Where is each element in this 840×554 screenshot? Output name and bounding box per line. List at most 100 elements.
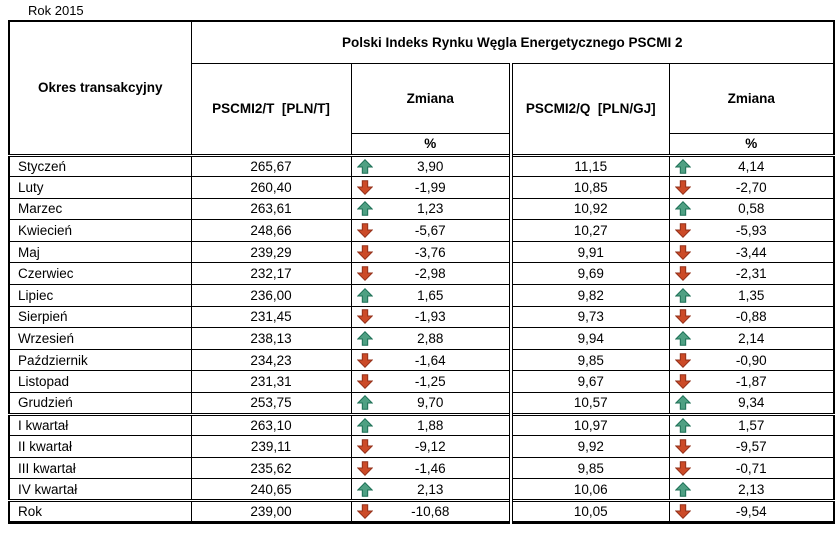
table-row: IV kwartał 240,65 2,13 10,06 2,13 — [8, 478, 835, 501]
pscmi-q-value: 10,92 — [509, 197, 670, 221]
pscmi-t-value: 231,45 — [190, 305, 352, 329]
table-row: II kwartał 239,11 -9,12 9,92 -9,57 — [8, 435, 835, 458]
pscmi-t-value: 231,31 — [190, 370, 352, 394]
change-q-cell: -0,88 — [668, 305, 835, 329]
table-row: Maj 239,29 -3,76 9,91 -3,44 — [8, 240, 835, 264]
change-q-cell: -9,57 — [668, 435, 835, 458]
arrow-down-icon — [356, 180, 373, 195]
change-t-cell: 2,13 — [350, 478, 512, 501]
arrow-up-icon — [356, 201, 373, 217]
period-cell: Czerwiec — [8, 262, 192, 286]
change-t-value: 2,88 — [417, 331, 444, 347]
pscmi-q-value: 10,05 — [509, 499, 670, 523]
change-t-cell: 1,88 — [350, 412, 512, 437]
change-t-cell: -2,98 — [350, 262, 512, 286]
column-header-period: Okres transakcyjny — [8, 20, 192, 156]
pscmi-q-value: 9,73 — [509, 305, 670, 329]
pscmi-t-value: 253,75 — [190, 392, 352, 415]
arrow-up-icon — [674, 331, 691, 346]
change-t-cell: 1,65 — [350, 284, 512, 307]
arrow-down-icon — [674, 223, 691, 239]
pscmi-table: Okres transakcyjny Polski Indeks Rynku W… — [8, 20, 836, 524]
arrow-down-icon — [356, 244, 373, 260]
change-t-cell: -1,64 — [350, 348, 512, 372]
change-t-value: -1,99 — [414, 179, 446, 195]
table-row: Lipiec 236,00 1,65 9,82 1,35 — [8, 284, 835, 307]
period-cell: Listopad — [8, 370, 192, 394]
change-t-cell: -10,68 — [350, 499, 512, 523]
arrow-down-icon — [356, 266, 373, 282]
pscmi-q-value: 9,92 — [509, 435, 670, 458]
table-row: Sierpień 231,45 -1,93 9,73 -0,88 — [8, 305, 835, 329]
pscmi-q-value: 9,67 — [509, 370, 670, 394]
change-q-value: 1,57 — [738, 417, 765, 433]
change-q-value: -2,31 — [735, 266, 767, 282]
table-row: Listopad 231,31 -1,25 9,67 -1,87 — [8, 370, 835, 394]
pscmi-q-value: 9,85 — [509, 456, 670, 480]
change-q-cell: -0,71 — [668, 456, 835, 480]
change-t-value: -2,98 — [414, 266, 446, 282]
change-q-value: -1,87 — [735, 374, 767, 390]
change-q-cell: 2,13 — [668, 478, 835, 501]
change-t-cell: -9,12 — [350, 435, 512, 458]
arrow-up-icon — [674, 395, 691, 411]
pscmi-t-value: 240,65 — [190, 478, 352, 501]
change-q-value: 0,58 — [738, 201, 765, 217]
change-q-value: 1,35 — [738, 287, 765, 303]
table-row: Luty 260,40 -1,99 10,85 -2,70 — [8, 176, 835, 199]
pscmi-t-value: 239,00 — [190, 499, 352, 523]
table-header: Okres transakcyjny Polski Indeks Rynku W… — [8, 20, 835, 156]
percent-header-q: % — [668, 132, 835, 156]
pscmi-q-value: 9,91 — [509, 240, 670, 264]
change-t-value: -1,64 — [414, 352, 446, 368]
change-t-value: 2,13 — [417, 481, 444, 497]
change-q-value: 2,13 — [738, 481, 765, 497]
arrow-down-icon — [674, 244, 691, 260]
change-q-cell: -3,44 — [668, 240, 835, 264]
change-q-value: 2,14 — [738, 331, 765, 347]
column-header-pscmi-q: PSCMI2/Q [PLN/GJ] — [509, 62, 670, 156]
pscmi-t-value: 260,40 — [190, 176, 352, 199]
arrow-up-icon — [674, 201, 691, 217]
pscmi-q-value: 10,06 — [509, 478, 670, 501]
arrow-down-icon — [674, 439, 691, 455]
table-row: Styczeń 265,67 3,90 11,15 4,14 — [8, 153, 835, 178]
pscmi-t-value: 239,11 — [190, 435, 352, 458]
period-cell: Kwiecień — [8, 219, 192, 242]
column-header-change-t: Zmiana — [350, 62, 512, 134]
change-t-cell: 3,90 — [350, 153, 512, 178]
change-t-cell: -1,25 — [350, 370, 512, 394]
page-title: Rok 2015 — [28, 3, 84, 18]
change-t-cell: -1,46 — [350, 456, 512, 480]
period-cell: Lipiec — [8, 284, 192, 307]
arrow-up-icon — [674, 158, 691, 174]
pscmi-t-value: 248,66 — [190, 219, 352, 242]
percent-header-t: % — [350, 132, 512, 156]
pscmi-t-value: 234,23 — [190, 348, 352, 372]
change-t-cell: 9,70 — [350, 392, 512, 415]
arrow-up-icon — [356, 287, 373, 303]
pscmi-q-value: 9,82 — [509, 284, 670, 307]
change-t-value: -5,67 — [414, 223, 446, 239]
change-t-cell: -1,99 — [350, 176, 512, 199]
change-q-cell: -1,87 — [668, 370, 835, 394]
change-t-value: 1,65 — [417, 287, 444, 303]
arrow-up-icon — [674, 481, 691, 497]
arrow-down-icon — [674, 460, 691, 476]
pscmi-q-value: 11,15 — [509, 153, 670, 178]
pscmi-t-value: 236,00 — [190, 284, 352, 307]
period-cell: Sierpień — [8, 305, 192, 329]
column-header-pscmi-t: PSCMI2/T [PLN/T] — [190, 62, 352, 156]
change-t-value: -9,12 — [414, 439, 446, 455]
change-q-value: -3,44 — [735, 244, 767, 260]
change-t-cell: 2,88 — [350, 327, 512, 350]
change-q-value: -5,93 — [735, 223, 767, 239]
arrow-down-icon — [356, 503, 373, 519]
arrow-down-icon — [356, 460, 373, 476]
table-row: III kwartał 235,62 -1,46 9,85 -0,71 — [8, 456, 835, 480]
change-t-value: 1,23 — [417, 201, 444, 217]
period-cell: Maj — [8, 240, 192, 264]
table-row: Październik 234,23 -1,64 9,85 -0,90 — [8, 348, 835, 372]
pscmi-q-value: 9,85 — [509, 348, 670, 372]
